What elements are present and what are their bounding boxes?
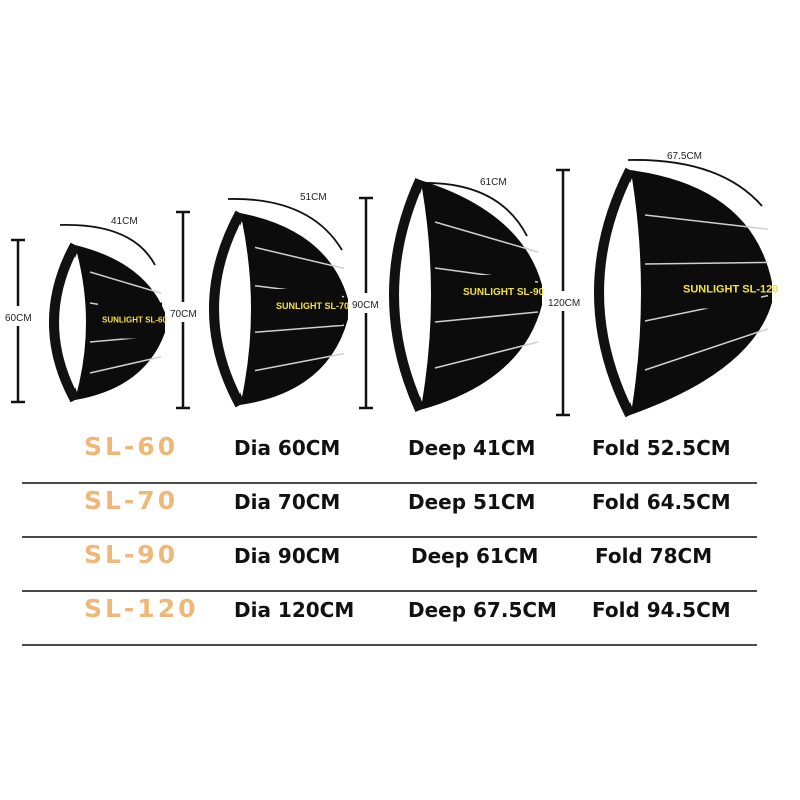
label-bg — [350, 295, 384, 311]
spec-dia: Dia 60CM — [234, 436, 341, 460]
spec-model: SL-70 — [84, 486, 179, 515]
spec-dia: Dia 90CM — [234, 544, 341, 568]
diffuser-face — [223, 221, 251, 397]
badge-panel — [679, 272, 761, 309]
diameter-label: 60CM — [5, 313, 32, 324]
depth-label: 51CM — [300, 192, 327, 203]
brand-badge: SUNLIGHT SL-60 — [102, 316, 167, 325]
softbox-rim — [594, 167, 635, 418]
spec-fold: Fold 94.5CM — [592, 598, 731, 622]
spec-fold: Fold 52.5CM — [592, 436, 731, 460]
brand-badge: SUNLIGHT SL-90 — [463, 287, 545, 298]
diffuser-face — [608, 178, 641, 407]
spec-row: SL-120 Dia 120CM Deep 67.5CM Fold 94.5CM — [22, 590, 757, 646]
spec-deep: Deep 61CM — [411, 544, 539, 568]
diameter-label: 120CM — [548, 298, 580, 309]
spec-row: SL-70 Dia 70CM Deep 51CM Fold 64.5CM — [22, 482, 757, 538]
spec-model: SL-90 — [84, 540, 179, 569]
softbox-rib — [644, 214, 769, 230]
diffuser-face — [403, 188, 431, 402]
softbox-rim — [389, 177, 425, 413]
badge-panel — [98, 302, 162, 339]
spec-deep: Deep 41CM — [408, 436, 536, 460]
spec-row: SL-60 Dia 60CM Deep 41CM Fold 52.5CM — [22, 428, 757, 484]
spec-deep: Deep 51CM — [408, 490, 536, 514]
softbox-rim — [209, 210, 245, 408]
softbox-rib — [89, 356, 162, 374]
softbox-rib — [89, 271, 162, 294]
spec-model: SL-120 — [84, 594, 199, 623]
spec-deep: Deep 67.5CM — [408, 598, 557, 622]
spec-fold: Fold 78CM — [595, 544, 713, 568]
depth-arc — [419, 182, 528, 237]
diameter-label: 70CM — [170, 309, 197, 320]
spec-model: SL-60 — [84, 432, 179, 461]
label-bg — [168, 304, 202, 320]
spec-fold: Fold 64.5CM — [592, 490, 731, 514]
diameter-label: 90CM — [352, 300, 379, 311]
softbox-rib — [434, 311, 539, 323]
softbox-rib — [254, 324, 345, 333]
softbox-illustrations: 60CM 41CM SUNLIGHT SL-60 70CM 51CM SUNLIGHT S… — [3, 151, 778, 418]
label-bg — [3, 308, 37, 324]
label-bg — [546, 293, 580, 309]
softbox-rib — [434, 341, 539, 369]
depth-arc — [227, 198, 343, 251]
spec-dia: Dia 70CM — [234, 490, 341, 514]
softbox-rib — [644, 261, 769, 265]
softbox-rim — [49, 242, 80, 403]
diffuser-face — [63, 253, 86, 392]
softbox-rib — [254, 246, 345, 270]
depth-arc — [627, 159, 763, 207]
depth-label: 67.5CM — [667, 151, 702, 162]
softbox-rib — [434, 221, 539, 253]
depth-arc — [59, 224, 156, 266]
spec-row: SL-90 Dia 90CM Deep 61CM Fold 78CM — [22, 536, 757, 592]
spec-dia: Dia 120CM — [234, 598, 355, 622]
softbox-rib — [254, 352, 345, 372]
badge-panel — [459, 275, 535, 311]
depth-label: 61CM — [480, 177, 507, 188]
brand-badge: SUNLIGHT SL-70 — [276, 301, 349, 311]
depth-label: 41CM — [111, 216, 138, 227]
badge-panel — [272, 289, 342, 325]
softbox-rib — [644, 328, 769, 371]
brand-badge: SUNLIGHT SL-120 — [683, 284, 778, 296]
